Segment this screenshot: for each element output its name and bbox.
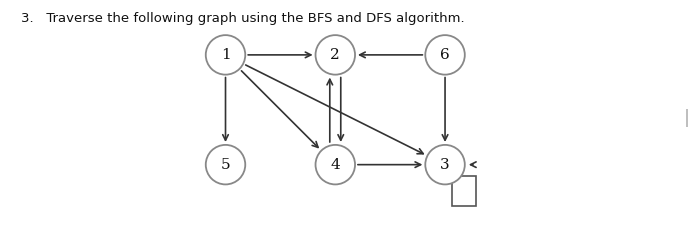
Ellipse shape: [425, 35, 465, 75]
Ellipse shape: [425, 145, 465, 184]
Text: 4: 4: [330, 158, 340, 172]
Ellipse shape: [315, 145, 355, 184]
Text: |: |: [683, 109, 690, 127]
Ellipse shape: [206, 145, 245, 184]
Text: 3: 3: [440, 158, 450, 172]
Text: 2: 2: [330, 48, 340, 62]
Ellipse shape: [206, 35, 245, 75]
Text: 6: 6: [440, 48, 450, 62]
Bar: [452, 176, 476, 206]
Text: 5: 5: [221, 158, 230, 172]
Text: 1: 1: [221, 48, 230, 62]
Text: 3.   Traverse the following graph using the BFS and DFS algorithm.: 3. Traverse the following graph using th…: [21, 12, 465, 25]
Ellipse shape: [315, 35, 355, 75]
